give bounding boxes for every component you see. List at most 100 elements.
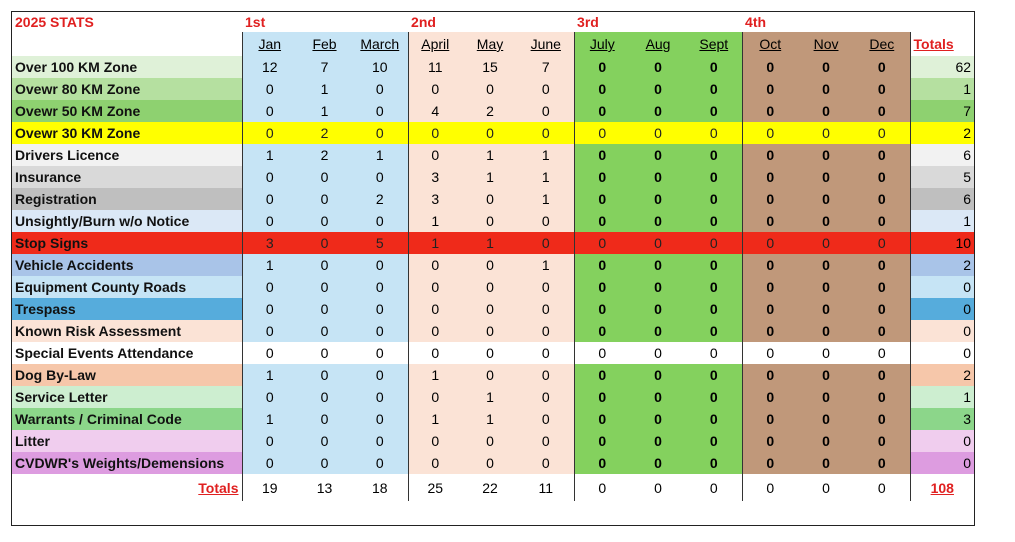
table-cell: 0 [297,210,352,232]
table-cell: 0 [741,430,799,452]
table-cell: 0 [573,298,631,320]
table-cell: 0 [241,122,297,144]
table-cell: 0 [297,320,352,342]
table-cell: 0 [297,166,352,188]
row-label: Stop Signs [12,232,242,254]
table-cell: 0 [630,386,687,408]
table-cell: 0 [241,188,297,210]
table-cell: 0 [573,210,631,232]
table-cell: 0 [573,56,631,78]
table-cell: 0 [798,166,855,188]
row-label: Over 100 KM Zone [12,56,242,78]
table-cell: 0 [518,232,575,254]
table-cell: 0 [462,364,519,386]
table-cell: 0 [741,386,799,408]
table-cell: 0 [854,342,911,364]
table-cell: 0 [798,144,855,166]
table-cell: 0 [741,408,799,430]
table-cell: 0 [462,276,519,298]
sheet-title: 2025 STATS [15,14,94,30]
row-label: Vehicle Accidents [12,254,242,276]
table-cell: 0 [630,56,687,78]
table-cell: 0 [297,298,352,320]
table-cell: 3 [407,188,463,210]
row-label: Ovewr 50 KM Zone [12,100,242,122]
table-cell: 0 [741,166,799,188]
table-cell: 0 [741,210,799,232]
row-label: CVDWR's Weights/Demensions [12,452,242,474]
table-cell: 0 [854,254,911,276]
table-cell: 0 [297,342,352,364]
table-cell: 0 [407,298,463,320]
table-row: Unsightly/Burn w/o Notice 0 0 0 1 0 0 0 0 0 0 0 0 1 [12,210,975,232]
table-cell: 0 [741,56,799,78]
table-cell: 0 [518,210,575,232]
table-cell: 0 [630,430,687,452]
table-cell: 3 [407,166,463,188]
table-cell: 0 [407,254,463,276]
table-cell: 1 [241,254,297,276]
row-label: Ovewr 30 KM Zone [12,122,242,144]
table-cell: 1 [518,254,575,276]
column-total-cell: 0 [741,474,799,501]
table-cell: 0 [741,298,799,320]
table-row: Stop Signs 3 0 5 1 1 0 0 0 0 0 0 0 10 [12,232,975,254]
table-row: Vehicle Accidents 1 0 0 0 0 1 0 0 0 0 0 0 2 [12,254,975,276]
table-cell: 0 [798,364,855,386]
table-cell: 0 [297,276,352,298]
row-label: Equipment County Roads [12,276,242,298]
table-row: Equipment County Roads 0 0 0 0 0 0 0 0 0 0 0 0 0 [12,276,975,298]
column-total-cell: 18 [371,479,388,496]
table-cell: 0 [741,100,799,122]
table-cell: 0 [462,254,519,276]
table-cell: 1 [518,188,575,210]
table-cell: 10 [352,56,409,78]
table-cell: 0 [352,166,409,188]
table-cell: 0 [686,144,743,166]
table-row: Registration 0 0 2 3 0 1 0 0 0 0 0 0 6 [12,188,975,210]
row-label: Drivers Licence [12,144,242,166]
column-total-cell: 11 [538,479,554,496]
table-row: Special Events Attendance 0 0 0 0 0 0 0 0 0 0 0 0 0 [12,342,975,364]
table-cell: 0 [297,408,352,430]
table-cell: 0 [630,188,687,210]
row-label: Registration [12,188,242,210]
table-cell: 0 [518,100,575,122]
table-cell: 0 [462,430,519,452]
table-cell: 0 [352,386,409,408]
month-header-row: Jan Feb March April May June July Aug Se… [12,32,975,56]
table-cell: 1 [518,144,575,166]
table-cell: 7 [518,56,575,78]
table-cell: 0 [518,342,575,364]
table-cell: 0 [297,452,352,474]
month-header-jun: June [518,32,575,56]
table-cell: 0 [741,78,799,100]
column-total-cell: 19 [241,474,297,501]
table-cell: 0 [686,56,743,78]
table-cell: 0 [241,78,297,100]
table-cell: 7 [297,56,352,78]
table-row: Service Letter 0 0 0 0 1 0 0 0 0 0 0 0 1 [12,386,975,408]
table-cell: 0 [798,254,855,276]
row-label: Trespass [12,298,242,320]
table-cell: 1 [297,78,352,100]
column-total-cell: 0 [573,474,631,501]
table-cell: 0 [854,298,911,320]
month-header-mar: March [352,32,409,56]
table-cell: 0 [462,122,519,144]
table-cell: 0 [352,408,409,430]
table-row: Litter 0 0 0 0 0 0 0 0 0 0 0 0 0 [12,430,975,452]
table-cell: 0 [518,452,575,474]
table-cell: 0 [573,122,631,144]
month-header-oct: Oct [741,32,799,56]
table-cell: 0 [686,364,743,386]
table-cell: 0 [798,452,855,474]
table-cell: 0 [352,364,409,386]
table-cell: 0 [630,364,687,386]
table-cell: 0 [518,364,575,386]
table-cell: 0 [741,320,799,342]
table-cell: 0 [741,232,799,254]
table-cell: 0 [854,232,911,254]
column-total-cell: 22 [482,479,498,496]
table-cell: 0 [741,364,799,386]
